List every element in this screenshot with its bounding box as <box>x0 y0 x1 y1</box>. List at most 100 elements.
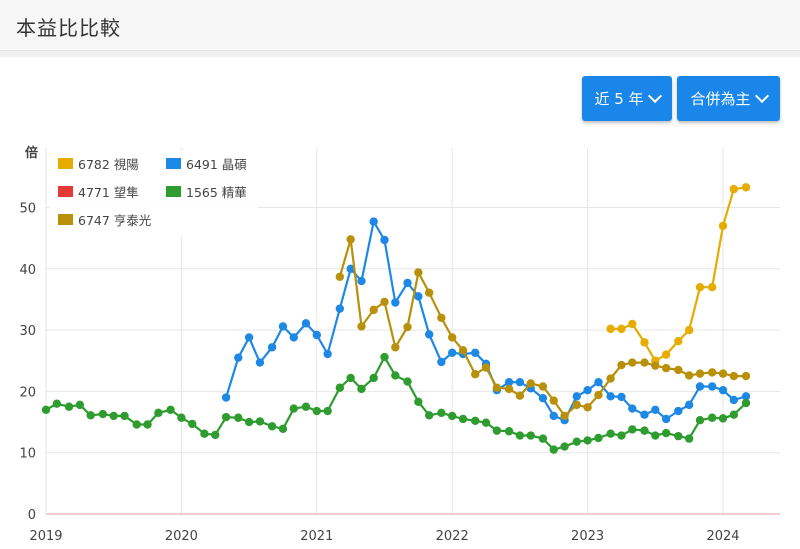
data-point <box>684 400 694 410</box>
data-point <box>729 410 739 419</box>
data-point <box>234 353 243 362</box>
data-point <box>651 431 660 440</box>
data-point <box>628 358 637 367</box>
data-point <box>357 384 366 394</box>
data-point <box>52 399 62 408</box>
data-point <box>357 276 366 286</box>
y-tick-label: 30 <box>19 324 36 339</box>
data-point <box>651 405 660 414</box>
legend-label: 1565 精華 <box>186 185 247 200</box>
data-point <box>741 398 751 408</box>
data-point <box>391 298 400 307</box>
data-point <box>267 343 277 352</box>
data-point <box>560 442 569 451</box>
data-point <box>684 325 694 335</box>
data-point <box>674 336 683 346</box>
data-point <box>515 378 525 387</box>
data-point <box>538 393 548 403</box>
data-point <box>323 349 332 359</box>
legend-label: 4771 望隼 <box>78 185 139 200</box>
data-point <box>707 282 717 292</box>
data-point <box>448 411 457 421</box>
data-point <box>640 358 649 367</box>
data-point <box>674 406 683 416</box>
series-line <box>610 186 747 362</box>
data-point <box>109 411 118 421</box>
data-point <box>661 428 671 438</box>
data-point <box>695 369 705 378</box>
data-point <box>707 413 717 422</box>
y-axis-label: 倍 <box>25 145 38 161</box>
y-tick-label: 10 <box>19 447 36 462</box>
mode-dropdown-button[interactable]: 合併為主 <box>677 76 780 121</box>
data-point <box>617 324 626 334</box>
data-point <box>617 360 626 370</box>
data-point <box>369 217 378 226</box>
data-point <box>403 377 412 386</box>
data-point <box>594 433 603 443</box>
data-point <box>278 322 288 331</box>
data-point <box>617 431 626 440</box>
data-point <box>674 365 683 375</box>
data-point <box>606 324 615 334</box>
data-point <box>414 397 423 407</box>
data-point <box>346 235 355 244</box>
data-point <box>255 358 265 367</box>
data-point <box>741 183 751 192</box>
data-point <box>606 392 615 401</box>
data-point <box>188 419 197 429</box>
y-tick-label: 50 <box>19 202 36 217</box>
data-point <box>255 417 265 426</box>
data-point <box>549 445 558 454</box>
data-point <box>424 288 434 297</box>
data-point <box>718 221 728 231</box>
data-point <box>448 333 457 342</box>
legend-label: 6747 亨泰光 <box>78 213 151 228</box>
data-point <box>75 400 85 410</box>
data-point <box>628 319 637 329</box>
y-tick-label: 20 <box>19 385 36 400</box>
data-point <box>661 414 671 424</box>
data-point <box>346 264 355 273</box>
data-point <box>695 282 705 292</box>
data-point <box>481 363 491 372</box>
data-point <box>640 410 649 419</box>
data-point <box>221 393 231 402</box>
legend-label: 6491 晶碩 <box>186 157 247 172</box>
data-point <box>572 437 581 446</box>
data-point <box>312 330 321 340</box>
x-tick-label: 2023 <box>571 529 604 544</box>
data-point <box>391 343 400 352</box>
legend-swatch <box>166 186 181 197</box>
data-point <box>729 371 739 381</box>
data-point <box>741 392 751 401</box>
data-point <box>684 371 694 380</box>
range-dropdown-button[interactable]: 近 5 年 <box>582 76 672 121</box>
data-point <box>718 414 728 423</box>
data-point <box>244 417 254 427</box>
data-point <box>628 404 637 413</box>
data-point <box>278 424 288 433</box>
data-point <box>606 429 615 438</box>
data-point <box>403 322 412 332</box>
data-point <box>301 402 311 411</box>
data-point <box>583 385 592 395</box>
data-point <box>64 402 74 411</box>
data-point <box>695 382 705 391</box>
data-point <box>424 411 434 420</box>
data-point <box>583 436 592 445</box>
series-line <box>45 356 747 451</box>
data-point <box>471 416 480 426</box>
data-point <box>674 431 683 441</box>
data-point <box>651 361 660 370</box>
x-tick-label: 2024 <box>706 529 739 544</box>
data-point <box>718 385 728 395</box>
data-point <box>504 378 514 387</box>
data-point <box>458 346 468 355</box>
data-point <box>437 313 446 323</box>
data-point <box>729 184 739 194</box>
data-point <box>572 392 581 401</box>
data-point <box>335 304 345 313</box>
data-point <box>640 338 649 347</box>
